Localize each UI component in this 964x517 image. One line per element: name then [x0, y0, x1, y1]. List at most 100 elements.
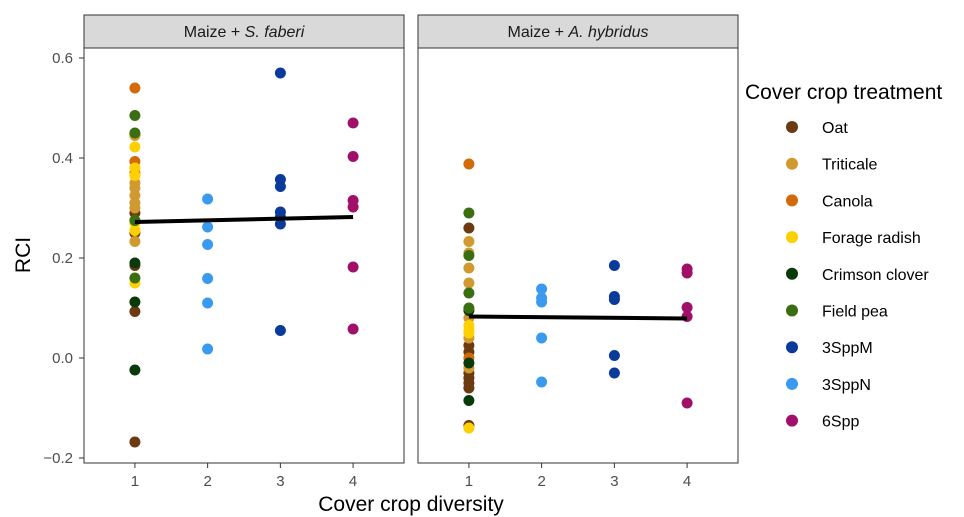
legend-key — [786, 304, 798, 317]
point-crimson-clover — [463, 395, 475, 406]
y-tick-label: 0.4 — [52, 150, 73, 167]
point-oat — [129, 306, 141, 317]
point-triticale — [463, 262, 475, 274]
x-tick-label: 4 — [349, 473, 357, 490]
point-6spp — [681, 397, 693, 409]
strip-background-a-hybridus — [417, 14, 739, 49]
x-tick-label: 1 — [131, 473, 139, 490]
legend-label: Forage radish — [822, 230, 921, 247]
point-field-pea — [129, 110, 141, 121]
legend-label: Crimson clover — [822, 267, 929, 284]
points-s-faberi — [129, 67, 359, 448]
point-6spp — [347, 151, 359, 162]
trend-a-hybridus — [468, 314, 688, 321]
point-3sppn — [536, 376, 548, 388]
point-crimson-clover — [129, 364, 141, 376]
point-3sppn — [536, 332, 548, 344]
point-crimson-clover — [129, 296, 141, 308]
point-field-pea — [463, 250, 475, 261]
panel-a-hybridus: Maize + A. hybridus 1 2 3 4 — [417, 14, 739, 490]
point-field-pea — [463, 207, 475, 219]
point-triticale — [129, 236, 141, 247]
point-3sppm — [608, 260, 620, 271]
x-axis-ticks-s-faberi: 1 2 3 4 — [131, 463, 357, 490]
legend-label: 6Spp — [822, 414, 859, 431]
legend-key — [786, 414, 798, 427]
y-tick-label: 0.6 — [52, 50, 73, 67]
point-3sppn — [202, 273, 214, 284]
x-axis-title: Cover crop diversity — [318, 493, 504, 516]
point-6spp — [681, 302, 693, 313]
point-6spp — [347, 261, 359, 273]
legend-key — [786, 231, 798, 244]
points-a-hybridus — [463, 158, 693, 434]
point-oat — [463, 382, 475, 394]
point-3sppn — [536, 296, 548, 308]
panel-title-s-faberi: Maize + S. faberi — [184, 24, 305, 41]
strip-background-s-faberi — [83, 14, 405, 49]
point-crimson-clover — [463, 357, 475, 369]
legend-key — [786, 377, 798, 390]
point-forage-radish — [463, 422, 475, 434]
point-3sppn — [202, 297, 214, 309]
x-tick-label: 3 — [276, 473, 284, 490]
trend-line — [468, 314, 688, 321]
point-forage-radish — [463, 327, 475, 339]
x-tick-label: 1 — [465, 473, 473, 490]
legend-key — [786, 194, 798, 207]
point-3sppm — [274, 67, 286, 79]
x-tick-label: 2 — [203, 473, 211, 490]
point-field-pea — [129, 272, 141, 284]
y-tick-label: 0.0 — [52, 350, 73, 367]
point-3sppn — [202, 239, 214, 250]
point-triticale — [129, 202, 141, 214]
legend: Cover crop treatment Oat Triticale Canola F… — [745, 81, 942, 431]
legend-items: Oat Triticale Canola Forage radish Crimson c… — [786, 120, 929, 431]
point-canola — [129, 82, 141, 94]
x-tick-label: 3 — [610, 473, 618, 490]
point-3sppn — [536, 283, 548, 295]
legend-label: 3SppM — [822, 340, 873, 357]
point-6spp — [681, 267, 693, 279]
point-3sppn — [202, 221, 214, 233]
x-tick-label: 2 — [537, 473, 545, 490]
x-tick-label: 4 — [683, 473, 691, 490]
legend-key — [786, 157, 798, 170]
point-3sppn — [202, 343, 214, 355]
legend-label: Field pea — [822, 304, 888, 321]
legend-key — [786, 121, 798, 133]
legend-key — [786, 267, 798, 280]
legend-label: Canola — [822, 193, 873, 210]
point-3sppm — [274, 181, 286, 192]
point-triticale — [463, 277, 475, 289]
point-field-pea — [129, 127, 141, 139]
point-crimson-clover — [129, 257, 141, 269]
y-tick-label: −0.2 — [43, 450, 73, 467]
point-forage-radish — [129, 170, 141, 181]
point-triticale — [463, 236, 475, 247]
legend-title: Cover crop treatment — [745, 81, 942, 104]
x-axis-ticks-a-hybridus: 1 2 3 4 — [465, 463, 691, 490]
legend-label: Oat — [822, 120, 848, 137]
point-3sppm — [608, 367, 620, 379]
point-canola — [463, 158, 475, 170]
y-axis-title: RCI — [12, 237, 35, 273]
plot-area-s-faberi — [83, 47, 405, 464]
y-axis-ticks: −0.2 0.0 0.2 0.4 0.6 — [43, 50, 84, 467]
point-field-pea — [463, 302, 475, 314]
point-3sppm — [274, 325, 286, 336]
point-6spp — [347, 323, 359, 335]
point-field-pea — [463, 287, 475, 299]
panel-title-a-hybridus: Maize + A. hybridus — [508, 24, 649, 41]
point-3sppm — [608, 350, 620, 361]
point-forage-radish — [129, 141, 141, 153]
point-oat — [129, 436, 141, 448]
point-3sppm — [608, 294, 620, 305]
point-3sppn — [202, 193, 214, 205]
trend-s-faberi — [134, 215, 354, 224]
legend-label: 3SppN — [822, 377, 871, 394]
point-3sppm — [274, 218, 286, 230]
panel-s-faberi: Maize + S. faberi 1 2 3 4 — [83, 14, 405, 490]
point-6spp — [347, 117, 359, 129]
